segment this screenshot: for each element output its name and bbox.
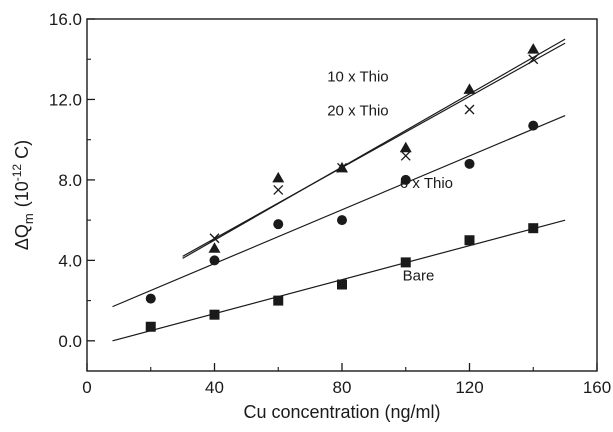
y-tick-label: 8.0	[58, 171, 82, 190]
y-axis-title-unit-open: (10	[12, 181, 32, 207]
data-point-cross	[209, 233, 220, 244]
y-axis-title-prefix: ΔQ	[12, 224, 32, 250]
data-point-cross	[400, 150, 411, 161]
x-tick-label: 40	[205, 378, 224, 397]
data-point-square	[209, 309, 220, 320]
data-point-triangle	[272, 171, 285, 183]
data-point-cross	[528, 54, 539, 65]
data-point-circle	[400, 174, 411, 185]
y-tick-label: 4.0	[58, 251, 82, 270]
series-annotation: 20 x Thio	[327, 103, 388, 120]
fit-line	[182, 38, 566, 259]
series-annotation: 10 x Thio	[327, 68, 388, 85]
data-point-circle	[209, 255, 220, 266]
data-point-square	[145, 321, 156, 332]
series-annotation: 6 x Thio	[400, 175, 453, 192]
data-point-square	[464, 235, 475, 246]
data-point-square	[528, 223, 539, 234]
plot-area: 0 40 80 120 160 0.0 4.0 8.0 12.0 16.0 10 x Thio 20 …	[49, 10, 611, 397]
data-point-triangle	[399, 141, 412, 153]
x-tick-label: 0	[82, 378, 91, 397]
data-point-cross	[273, 185, 284, 195]
axis-titles: Cu concentration (ng/ml) ΔQm (10-12 C)	[10, 140, 441, 422]
data-point-circle	[464, 158, 475, 169]
data-point-square	[337, 279, 347, 290]
data-point-cross	[464, 104, 475, 115]
y-axis-title-unit-exp: -12	[10, 164, 24, 182]
data-point-square	[400, 257, 411, 268]
y-tick-label: 16.0	[49, 10, 82, 29]
fit-line	[112, 114, 566, 308]
y-tick-label: 0.0	[58, 332, 82, 351]
data-point-cross	[337, 162, 347, 173]
data-point-square	[273, 295, 284, 306]
data-point-circle	[528, 120, 539, 131]
data-point-triangle	[463, 83, 476, 94]
data-point-triangle	[208, 242, 221, 253]
series-annotation: Bare	[403, 267, 435, 284]
y-axis-title-sub: m	[21, 213, 36, 224]
data-point-circle	[273, 219, 284, 230]
x-tick-label: 80	[333, 378, 352, 397]
x-axis-title: Cu concentration (ng/ml)	[243, 402, 440, 422]
y-axis-title: ΔQm (10-12 C)	[10, 140, 36, 250]
y-tick-label: 12.0	[49, 90, 82, 109]
data-point-circle	[337, 215, 347, 226]
x-tick-label: 160	[583, 378, 611, 397]
x-tick-label: 120	[455, 378, 483, 397]
y-axis-title-unit-close: C)	[12, 140, 32, 164]
data-point-triangle	[527, 43, 540, 54]
fit-line	[182, 42, 566, 257]
data-point-circle	[145, 293, 156, 304]
